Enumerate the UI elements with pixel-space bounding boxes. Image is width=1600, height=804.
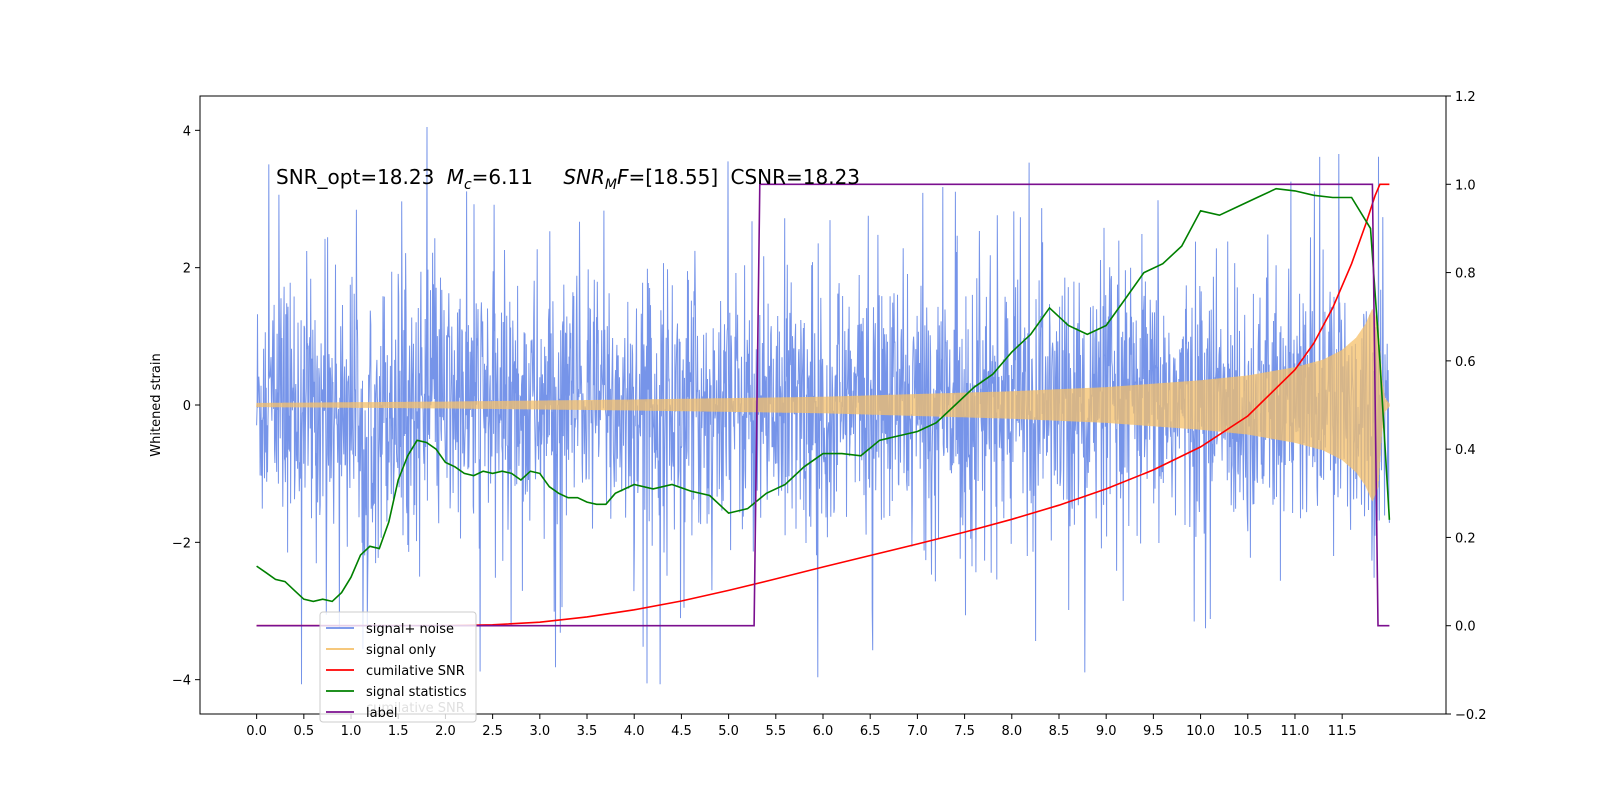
right-tick-label: 0.8 (1455, 267, 1476, 282)
right-axis: −0.2 0.0 0.2 0.4 0.6 0.8 1.0 1.2 (1446, 90, 1487, 723)
legend-label: label (366, 706, 397, 721)
annotation-snrmf-letter: F (617, 165, 629, 189)
x-tick-label: 8.0 (1001, 724, 1022, 739)
right-tick-label: 0.4 (1455, 443, 1476, 458)
series-signal-statistics (256, 187, 1391, 603)
legend: cumilative SNR signal+ noise signal only c… (319, 611, 477, 723)
left-axis-label: Whitened strain (149, 353, 164, 456)
x-tick-label: 11.0 (1280, 724, 1309, 739)
x-tick-label: 7.5 (954, 724, 975, 739)
annotation-csnr: CSNR=18.23 (730, 165, 860, 189)
x-tick-label: 2.0 (435, 724, 456, 739)
right-tick-label: −0.2 (1455, 708, 1487, 723)
x-tick-label: 9.5 (1143, 724, 1164, 739)
x-tick-label: 3.5 (577, 724, 598, 739)
x-tick-label: 4.5 (671, 724, 692, 739)
annotation-snrmf-symbol: SNR (563, 165, 605, 189)
right-tick-label: 0.0 (1455, 620, 1476, 635)
x-tick-label: 6.0 (813, 724, 834, 739)
chart-annotation: SNR_opt=18.23 Mc=6.11 SNRMF=[18.55] CSNR… (276, 165, 860, 193)
series-cumulative-snr (256, 183, 1390, 627)
legend-box (319, 611, 477, 723)
left-tick-label: 2 (183, 262, 191, 277)
x-tick-label: 0.5 (293, 724, 314, 739)
right-tick-label: 1.2 (1455, 90, 1476, 105)
x-tick-label: 5.5 (765, 724, 786, 739)
annotation-mc-value: =6.11 (472, 165, 533, 189)
x-tick-label: 10.5 (1233, 724, 1262, 739)
x-axis: 0.0 0.5 1.0 1.5 2.0 2.5 3.0 3.5 4.0 4.5 5.0 5.5 6.0 6… (246, 714, 1357, 739)
left-tick-label: −2 (172, 536, 191, 551)
x-tick-label: 7.0 (907, 724, 928, 739)
series-label (256, 183, 1390, 627)
annotation-snrmf-sub: M (605, 177, 617, 193)
x-tick-label: 6.5 (860, 724, 881, 739)
x-tick-label: 4.0 (624, 724, 645, 739)
right-tick-label: 1.0 (1455, 178, 1476, 193)
series-signal-only (256, 309, 1390, 502)
legend-ghost-text: cumilative SNR (366, 701, 465, 716)
x-tick-label: 5.0 (718, 724, 739, 739)
annotation-snrmf-value: =[18.55] (629, 165, 719, 189)
x-tick-label: 1.0 (341, 724, 362, 739)
x-tick-label: 8.5 (1049, 724, 1070, 739)
annotation-mc-symbol: M (447, 165, 464, 189)
legend-label: cumilative SNR (366, 664, 465, 679)
left-tick-label: −4 (172, 674, 191, 689)
left-axis: −4 −2 0 2 4 (172, 124, 200, 689)
right-tick-label: 0.2 (1455, 531, 1476, 546)
x-tick-label: 10.0 (1186, 724, 1215, 739)
x-tick-label: 11.5 (1328, 724, 1357, 739)
x-tick-label: 2.5 (482, 724, 503, 739)
legend-label: signal+ noise (366, 622, 454, 637)
legend-label: signal only (366, 643, 436, 658)
legend-label: signal statistics (366, 685, 467, 700)
series-layer (256, 126, 1391, 685)
annotation-snr-opt: SNR_opt=18.23 (276, 165, 434, 189)
x-tick-label: 3.0 (529, 724, 550, 739)
left-tick-label: 0 (183, 399, 191, 414)
x-tick-label: 1.5 (388, 724, 409, 739)
x-tick-label: 0.0 (246, 724, 267, 739)
annotation-mc-sub: c (464, 177, 472, 193)
left-tick-label: 4 (183, 124, 191, 139)
right-tick-label: 0.6 (1455, 355, 1476, 370)
x-tick-label: 9.0 (1096, 724, 1117, 739)
